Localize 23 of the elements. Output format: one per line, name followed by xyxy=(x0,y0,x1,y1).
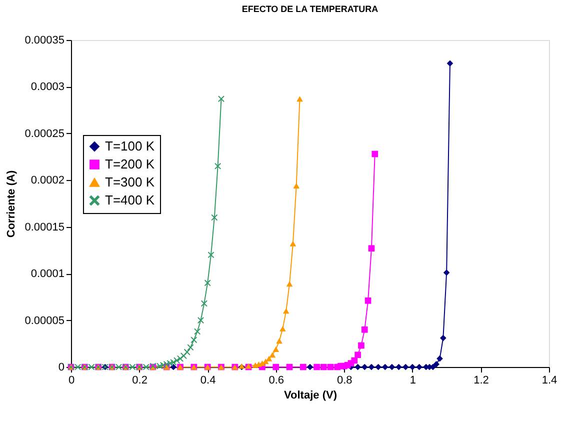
y-axis-title: Corriente (A) xyxy=(6,170,18,238)
x-tick-label: 0 xyxy=(68,374,75,386)
y-tick-label: 0.0002 xyxy=(30,174,64,187)
y-tick-label: 0.00005 xyxy=(24,314,64,327)
legend-label: T=200 K xyxy=(105,156,155,172)
y-tick-label: 0.00015 xyxy=(24,221,64,234)
legend-label: T=100 K xyxy=(105,138,155,154)
legend-label: T=300 K xyxy=(105,174,155,190)
y-tick-label: 0.00025 xyxy=(24,128,64,140)
x-tick-label: 0.8 xyxy=(336,374,352,386)
x-tick-label: 1.4 xyxy=(542,374,558,386)
x-axis-title: Voltaje (V) xyxy=(284,390,338,402)
y-tick-label: 0 xyxy=(58,362,64,374)
x-tick-label: 0.2 xyxy=(132,374,148,386)
chart-title: EFECTO DE LA TEMPERATURA xyxy=(242,4,379,14)
x-tick-label: 1 xyxy=(410,374,416,386)
legend-label: T=400 K xyxy=(105,192,155,208)
y-tick-label: 0.0003 xyxy=(30,81,64,94)
x-tick-label: 0.4 xyxy=(200,374,216,386)
x-tick-label: 1.2 xyxy=(474,374,489,386)
y-tick-label: 0.00035 xyxy=(24,34,64,46)
x-tick-label: 0.6 xyxy=(268,374,284,386)
y-tick-label: 0.0001 xyxy=(30,268,64,280)
